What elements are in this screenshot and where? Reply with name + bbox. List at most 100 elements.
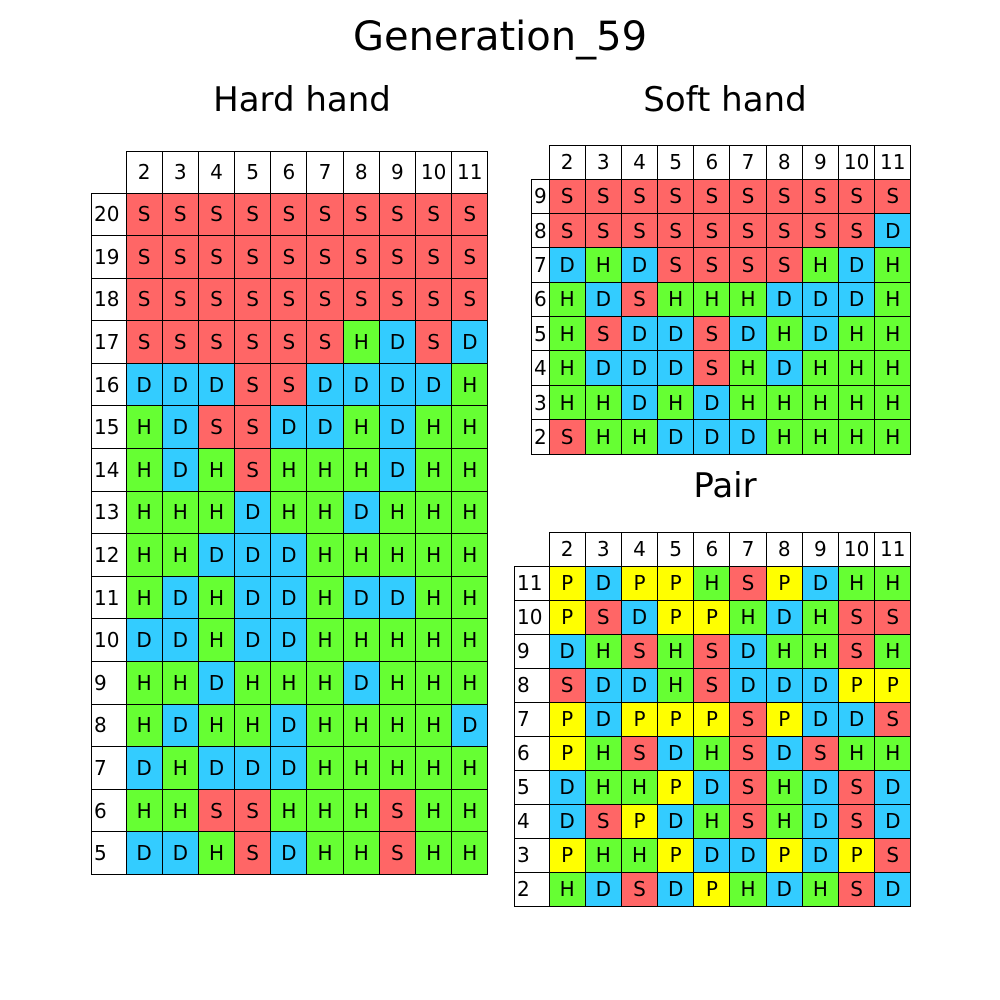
pair-cell: H [693,803,731,839]
hard-cell: S [197,405,236,450]
pair-cell: D [548,633,586,669]
hard-cell: H [125,490,163,535]
hard-cell: S [234,320,272,364]
soft-cell: H [548,316,586,352]
hard-cell: D [342,661,380,705]
hard-cell: H [125,703,163,748]
hard-cell: H [378,661,417,705]
hard-cell: D [234,533,272,577]
soft-cell: D [801,281,840,318]
pair-cell: D [874,803,912,839]
hard-cell: D [270,575,308,620]
hard-cell: H [451,831,489,875]
hard-cell: H [414,490,453,535]
hard-cell: S [378,788,417,833]
hard-cell: H [197,831,236,875]
hard-cell: S [342,277,380,322]
hard-corner [92,152,127,194]
soft-column-label: 3 [584,145,622,180]
soft-column-label: 11 [874,145,912,180]
pair-cell: P [548,599,586,635]
hard-column-label: 7 [306,151,344,194]
soft-cell: D [548,247,586,283]
hard-cell: H [306,448,344,492]
hard-cell: D [197,533,236,577]
hard-cell: H [414,703,453,748]
hard-cell: H [451,490,489,535]
soft-cell: H [548,384,586,421]
soft-cell: D [620,384,659,421]
pair-cell: S [874,837,912,873]
hard-cell: H [197,703,236,748]
pair-column-label: 5 [657,532,695,567]
soft-cell: D [584,281,622,318]
pair-cell: S [548,667,586,703]
hard-cell: D [306,405,344,450]
hard-cell: D [234,490,272,535]
hard-cell: D [378,362,417,407]
pair-row-label: 9 [514,633,550,669]
hard-cell: S [234,235,272,279]
hard-cell: H [161,533,199,577]
hard-cell: H [451,448,489,492]
hard-row-label: 8 [91,703,127,748]
pair-cell: D [693,769,731,805]
hard-cell: H [342,405,380,450]
pair-column-label: 8 [765,532,803,567]
pair-column-label: 9 [801,532,840,567]
pair-cell: D [801,803,840,839]
hard-cell: D [342,490,380,535]
soft-cell: S [765,212,803,249]
hard-row-label: 20 [91,192,127,237]
hard-cell: H [451,533,489,577]
hard-cell: H [378,533,417,577]
soft-hand-table: 2 3 4 5 6 7 8 9 10 11 9 S S S S S S S S S S 8 S S S S S S S S S D 7 D H D S S… [531,145,912,455]
hard-cell: S [197,277,236,322]
hard-cell: S [234,831,272,875]
soft-cell: S [548,419,586,455]
pair-row-label: 4 [514,803,550,839]
hard-row-label: 14 [91,448,127,492]
soft-cell: S [548,212,586,249]
pair-cell: D [584,667,622,703]
hard-column-label: 3 [161,151,199,194]
pair-cell: S [874,701,912,737]
hard-cell: H [451,788,489,833]
hard-cell: S [270,235,308,279]
soft-cell: H [801,419,840,455]
soft-cell: D [729,316,767,352]
hard-cell: H [342,831,380,875]
hard-row-label: 5 [91,831,127,875]
pair-cell: D [801,667,840,703]
hard-cell: H [270,490,308,535]
hard-cell: S [234,405,272,450]
soft-cell: S [837,178,876,214]
soft-column-label: 10 [837,145,876,180]
soft-cell: H [874,247,912,283]
soft-cell: S [693,178,731,214]
soft-cell: D [693,384,731,421]
hard-cell: H [270,448,308,492]
hard-cell: D [161,618,199,663]
hard-cell: H [414,788,453,833]
hard-cell: H [342,448,380,492]
hard-cell: H [414,448,453,492]
soft-cell: D [837,247,876,283]
hard-cell: S [234,448,272,492]
pair-cell: D [801,565,840,601]
pair-cell: D [584,701,622,737]
pair-cell: H [657,667,695,703]
hard-cell: S [234,362,272,407]
soft-cell: S [874,178,912,214]
soft-row-label: 9 [531,178,550,214]
hard-cell: D [161,448,199,492]
pair-cell: S [837,803,876,839]
hard-cell: H [161,490,199,535]
soft-cell: S [837,212,876,249]
pair-cell: P [765,837,803,873]
